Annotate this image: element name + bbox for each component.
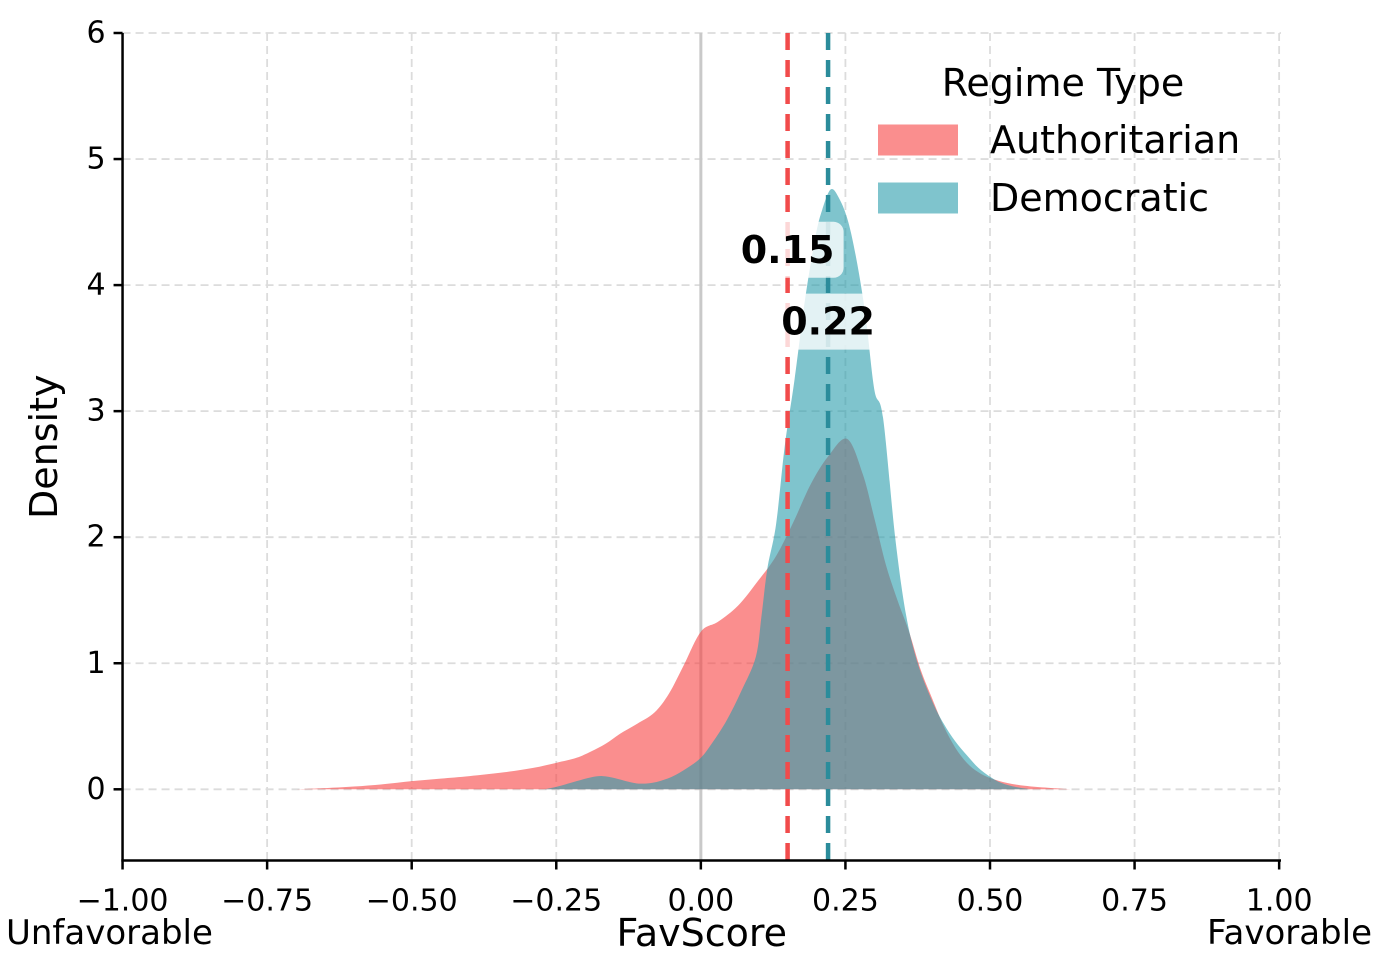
median-label-box (772, 293, 885, 350)
y-tick-label: 4 (86, 268, 105, 303)
legend-label-democratic: Democratic (990, 176, 1209, 220)
x-axis-right-end-label: Favorable (1207, 913, 1372, 953)
median-label-box (731, 221, 844, 278)
x-tick-label: −0.50 (366, 884, 458, 919)
y-tick-label: 2 (86, 520, 105, 555)
x-tick-label: −0.75 (221, 884, 313, 919)
y-tick-label: 5 (86, 142, 105, 177)
x-tick-label: 0.25 (812, 884, 879, 919)
x-axis-left-end-label: Unfavorable (6, 913, 213, 953)
x-tick-label: 0.00 (667, 884, 734, 919)
legend-swatch-democratic (878, 182, 958, 214)
y-axis-label: Density (22, 375, 66, 519)
x-axis-label: FavScore (616, 911, 787, 955)
x-tick-label: 1.00 (1246, 884, 1313, 919)
legend-title: Regime Type (942, 61, 1185, 105)
kde-area-democratic (544, 189, 1031, 790)
x-tick-label: −1.00 (77, 884, 169, 919)
legend-label-authoritarian: Authoritarian (990, 118, 1240, 162)
y-tick-label: 0 (86, 772, 105, 807)
legend-swatch-authoritarian (878, 124, 958, 156)
median-label-democratic: 0.22 (781, 300, 875, 344)
y-tick-label: 6 (86, 16, 105, 51)
y-tick-label: 1 (86, 646, 105, 681)
x-tick-label: 0.50 (957, 884, 1024, 919)
y-tick-label: 3 (86, 394, 105, 429)
median-label-authoritarian: 0.15 (741, 228, 835, 272)
x-tick-label: 0.75 (1101, 884, 1168, 919)
x-tick-label: −0.25 (510, 884, 602, 919)
